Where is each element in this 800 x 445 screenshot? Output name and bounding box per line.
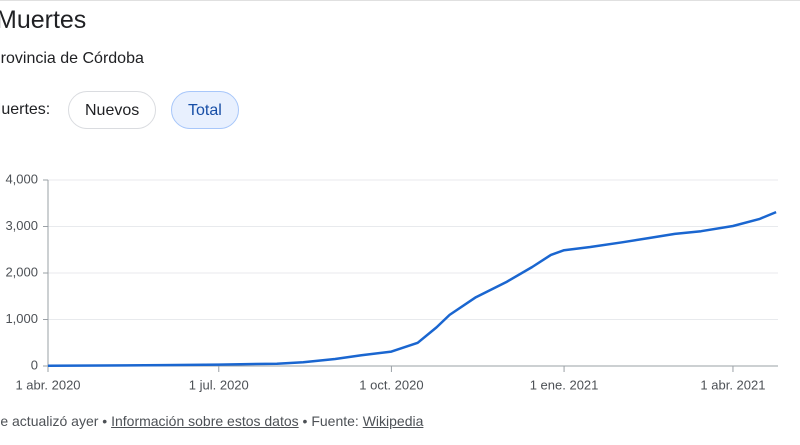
- subtitle: Provincia de Córdoba: [0, 50, 144, 67]
- updated-text: Se actualizó ayer: [0, 413, 99, 429]
- toggle-button[interactable]: Nuevos: [68, 91, 157, 129]
- x-tick-label: 1 jul. 2020: [189, 377, 249, 392]
- x-tick-label: 1 oct. 2020: [359, 377, 423, 392]
- x-tick-label: 1 abr. 2020: [15, 377, 80, 392]
- toggle-label: Muertes:: [0, 101, 51, 118]
- separator: •: [102, 413, 108, 429]
- info-link[interactable]: Información sobre estos datos: [111, 413, 299, 429]
- y-tick-label: 1,000: [5, 311, 38, 326]
- y-tick-label: 4,000: [5, 171, 38, 186]
- y-tick-label: 0: [31, 357, 38, 372]
- title: Muertes: [0, 6, 87, 34]
- footer: Se actualizó ayer • Información sobre es…: [0, 413, 423, 429]
- separator: •: [302, 413, 308, 429]
- toggle-button-selected[interactable]: Total: [171, 91, 239, 129]
- x-tick-label: 1 abr. 2021: [700, 377, 765, 392]
- source-link[interactable]: Wikipedia: [362, 413, 424, 429]
- x-tick-label: 1 ene. 2021: [530, 377, 599, 392]
- y-tick-label: 2,000: [5, 264, 38, 279]
- y-tick-label: 3,000: [5, 218, 38, 233]
- source-label: Fuente:: [311, 413, 359, 429]
- data-line: [47, 210, 777, 368]
